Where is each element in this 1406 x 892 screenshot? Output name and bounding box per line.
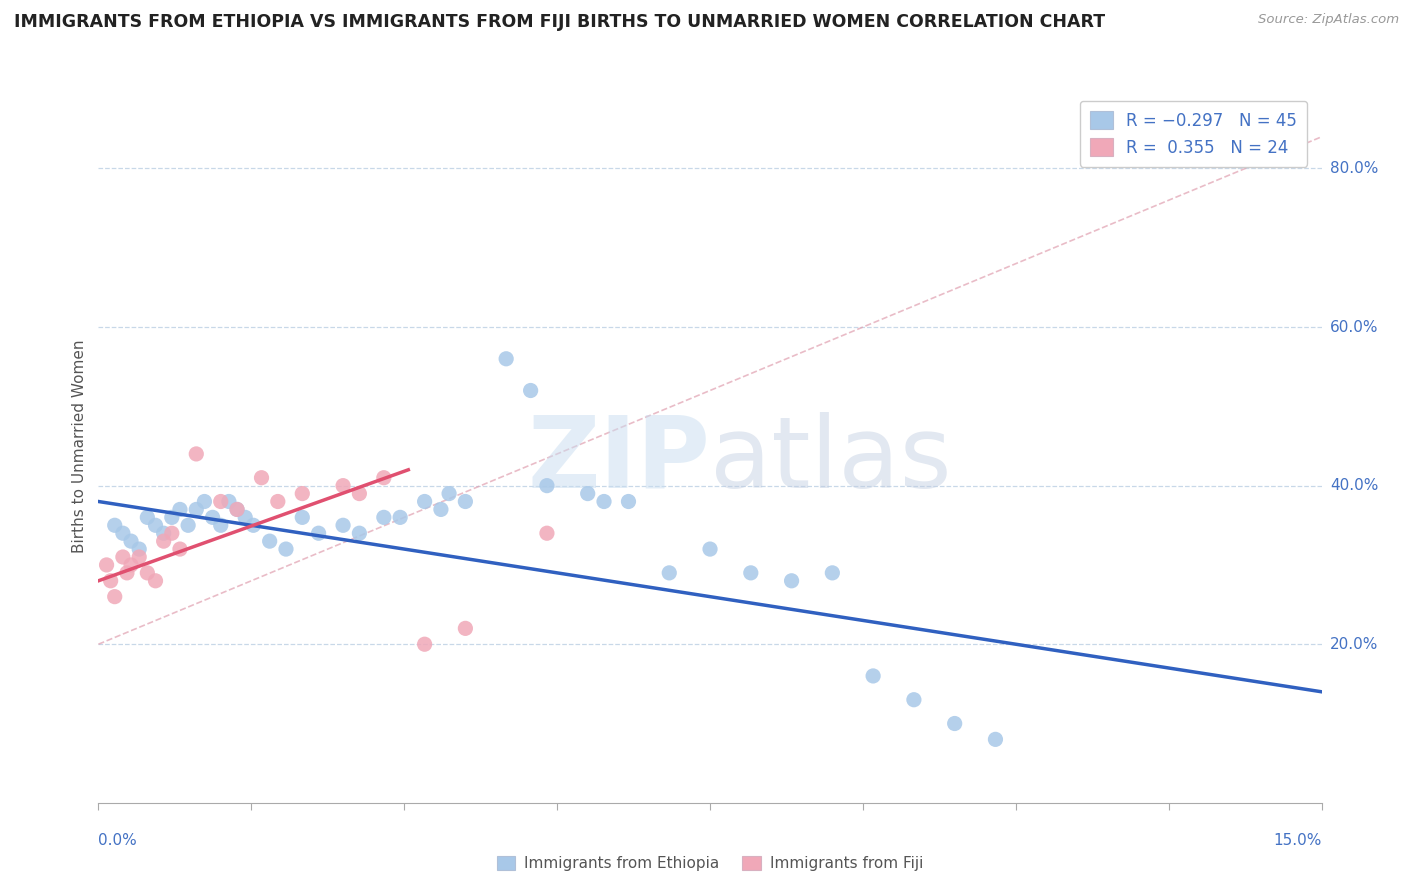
Point xyxy=(576,486,599,500)
Point xyxy=(862,669,884,683)
Point xyxy=(100,574,122,588)
Point xyxy=(177,518,200,533)
Point xyxy=(115,566,138,580)
Point xyxy=(519,384,541,398)
Point xyxy=(593,494,616,508)
Text: atlas: atlas xyxy=(710,412,952,508)
Point xyxy=(218,494,240,508)
Point xyxy=(617,494,640,508)
Point xyxy=(454,494,477,508)
Text: 80.0%: 80.0% xyxy=(1330,161,1378,176)
Legend: Immigrants from Ethiopia, Immigrants from Fiji: Immigrants from Ethiopia, Immigrants fro… xyxy=(491,849,929,877)
Point xyxy=(437,486,460,500)
Point xyxy=(413,494,436,508)
Point xyxy=(943,716,966,731)
Point xyxy=(226,502,249,516)
Point xyxy=(984,732,1007,747)
Point xyxy=(226,502,249,516)
Point xyxy=(413,637,436,651)
Text: 0.0%: 0.0% xyxy=(98,833,138,848)
Text: 20.0%: 20.0% xyxy=(1330,637,1378,652)
Point xyxy=(145,574,167,588)
Point xyxy=(536,478,558,492)
Point xyxy=(111,549,134,564)
Point xyxy=(186,502,208,516)
Point xyxy=(259,534,281,549)
Point xyxy=(821,566,844,580)
Point xyxy=(903,692,925,706)
Point xyxy=(389,510,412,524)
Point xyxy=(145,518,167,533)
Point xyxy=(780,574,803,588)
Text: ZIP: ZIP xyxy=(527,412,710,508)
Point xyxy=(128,549,150,564)
Text: Source: ZipAtlas.com: Source: ZipAtlas.com xyxy=(1258,13,1399,27)
Point xyxy=(373,471,395,485)
Point xyxy=(332,518,354,533)
Point xyxy=(160,510,183,524)
Point xyxy=(169,502,191,516)
Text: 60.0%: 60.0% xyxy=(1330,319,1378,334)
Point xyxy=(209,518,232,533)
Point xyxy=(308,526,330,541)
Point xyxy=(152,534,174,549)
Point xyxy=(201,510,224,524)
Point xyxy=(658,566,681,580)
Point xyxy=(120,558,142,572)
Point xyxy=(495,351,517,366)
Point xyxy=(699,542,721,557)
Point xyxy=(193,494,215,508)
Point xyxy=(160,526,183,541)
Point xyxy=(209,494,232,508)
Point xyxy=(136,510,159,524)
Point xyxy=(111,526,134,541)
Point xyxy=(454,621,477,635)
Point xyxy=(96,558,118,572)
Text: IMMIGRANTS FROM ETHIOPIA VS IMMIGRANTS FROM FIJI BIRTHS TO UNMARRIED WOMEN CORRE: IMMIGRANTS FROM ETHIOPIA VS IMMIGRANTS F… xyxy=(14,13,1105,31)
Point xyxy=(430,502,453,516)
Point xyxy=(373,510,395,524)
Point xyxy=(104,518,127,533)
Point xyxy=(242,518,264,533)
Point xyxy=(128,542,150,557)
Point xyxy=(291,486,314,500)
Text: 40.0%: 40.0% xyxy=(1330,478,1378,493)
Point xyxy=(136,566,159,580)
Point xyxy=(349,526,371,541)
Point xyxy=(349,486,371,500)
Point xyxy=(186,447,208,461)
Point xyxy=(104,590,127,604)
Point xyxy=(740,566,762,580)
Point xyxy=(332,478,354,492)
Point xyxy=(267,494,290,508)
Point xyxy=(120,534,142,549)
Y-axis label: Births to Unmarried Women: Births to Unmarried Women xyxy=(72,339,87,553)
Point xyxy=(291,510,314,524)
Point xyxy=(169,542,191,557)
Point xyxy=(536,526,558,541)
Point xyxy=(250,471,273,485)
Point xyxy=(274,542,297,557)
Point xyxy=(152,526,174,541)
Point xyxy=(233,510,256,524)
Text: 15.0%: 15.0% xyxy=(1274,833,1322,848)
